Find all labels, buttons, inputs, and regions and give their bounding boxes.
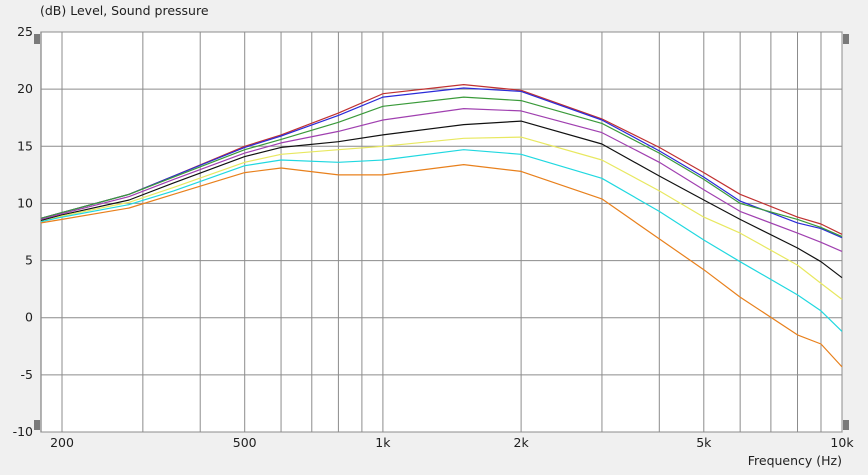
series-line-6 [40,136,843,300]
x-tick-label: 200 [50,435,74,450]
y-tick-label: 0 [25,310,33,325]
x-tick-label: 500 [233,435,257,450]
series-line-7 [40,149,843,332]
y-tick-label: -5 [21,367,33,382]
plot-area [40,31,843,433]
y-tick-label: -10 [13,424,33,439]
x-tick-label: 1k [375,435,391,450]
series-line-8 [40,164,843,368]
range-handles[interactable] [34,34,849,430]
x-tick-label: 5k [696,435,712,450]
series-line-3 [40,96,843,238]
y-tick-label: 10 [17,195,33,210]
grid-lines [41,31,843,433]
x-axis-label: Frequency (Hz) [748,453,842,468]
tick-labels: -10 -5 0 5 10 15 20 25 200 500 1k 2k 5k 10k [13,24,855,450]
y-tick-label: 5 [25,253,33,268]
series-line-5 [40,120,843,279]
axis-range-handle-1[interactable] [34,34,40,44]
x-tick-label: 2k [514,435,530,450]
axis-range-handle-3[interactable] [843,34,849,44]
y-tick-label: 15 [17,138,33,153]
axis-range-handle-4[interactable] [843,420,849,430]
x-tick-label: 10k [830,435,854,450]
y-axis-label: (dB) Level, Sound pressure [40,3,209,18]
y-tick-label: 25 [17,24,33,39]
axis-range-handle-2[interactable] [34,420,40,430]
series-line-4 [40,107,843,252]
y-tick-label: 20 [17,81,33,96]
series-lines [40,83,843,368]
